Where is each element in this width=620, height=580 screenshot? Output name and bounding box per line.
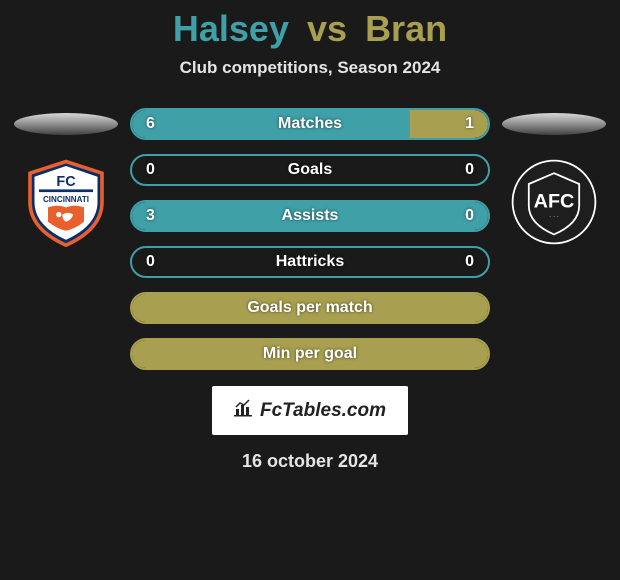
chart-icon bbox=[234, 399, 254, 422]
left-team-area: FC CINCINNATI bbox=[14, 113, 118, 247]
stat-value-left: 3 bbox=[146, 207, 155, 225]
stat-bar-min-per-goal: Min per goal bbox=[130, 338, 490, 370]
stat-bar-matches: 6 Matches 1 bbox=[130, 108, 490, 140]
stat-bar-goals-per-match: Goals per match bbox=[130, 292, 490, 324]
fill-right bbox=[410, 110, 488, 138]
right-team-logo: AFC · · · bbox=[509, 157, 599, 247]
left-team-logo: FC CINCINNATI bbox=[21, 157, 111, 247]
stat-label: Matches bbox=[278, 115, 342, 133]
stat-bar-assists: 3 Assists 0 bbox=[130, 200, 490, 232]
svg-text:AFC: AFC bbox=[534, 190, 575, 212]
site-badge[interactable]: FcTables.com bbox=[212, 386, 408, 435]
stat-bar-hattricks: 0 Hattricks 0 bbox=[130, 246, 490, 278]
vs-text: vs bbox=[307, 8, 347, 49]
right-team-area: AFC · · · bbox=[502, 113, 606, 247]
stat-label: Goals per match bbox=[247, 299, 372, 317]
main-content: FC CINCINNATI 6 Matches 1 0 Goals 0 bbox=[0, 108, 620, 370]
main-container: Halsey vs Bran Club competitions, Season… bbox=[0, 0, 620, 580]
stat-label: Assists bbox=[282, 207, 339, 225]
stat-value-left: 0 bbox=[146, 253, 155, 271]
player-left-name: Halsey bbox=[173, 8, 289, 49]
stat-value-right: 0 bbox=[465, 161, 474, 179]
fill-left bbox=[132, 110, 410, 138]
svg-text:· · ·: · · · bbox=[549, 213, 559, 220]
stat-value-left: 6 bbox=[146, 115, 155, 133]
site-name: FcTables.com bbox=[260, 400, 386, 422]
left-ellipse-shadow bbox=[14, 113, 118, 135]
subtitle: Club competitions, Season 2024 bbox=[180, 58, 441, 78]
stat-label: Min per goal bbox=[263, 345, 357, 363]
stat-bar-goals: 0 Goals 0 bbox=[130, 154, 490, 186]
stats-bars: 6 Matches 1 0 Goals 0 3 Assists 0 0 Hatt… bbox=[130, 108, 490, 370]
stat-value-right: 0 bbox=[465, 207, 474, 225]
stat-label: Hattricks bbox=[276, 253, 344, 271]
date-text: 16 october 2024 bbox=[242, 451, 378, 472]
stat-label: Goals bbox=[288, 161, 332, 179]
player-right-name: Bran bbox=[365, 8, 447, 49]
svg-text:FC: FC bbox=[56, 174, 75, 190]
right-ellipse-shadow bbox=[502, 113, 606, 135]
stat-value-right: 0 bbox=[465, 253, 474, 271]
svg-text:CINCINNATI: CINCINNATI bbox=[43, 195, 89, 204]
stat-value-left: 0 bbox=[146, 161, 155, 179]
stat-value-right: 1 bbox=[465, 115, 474, 133]
page-title: Halsey vs Bran bbox=[173, 8, 447, 50]
